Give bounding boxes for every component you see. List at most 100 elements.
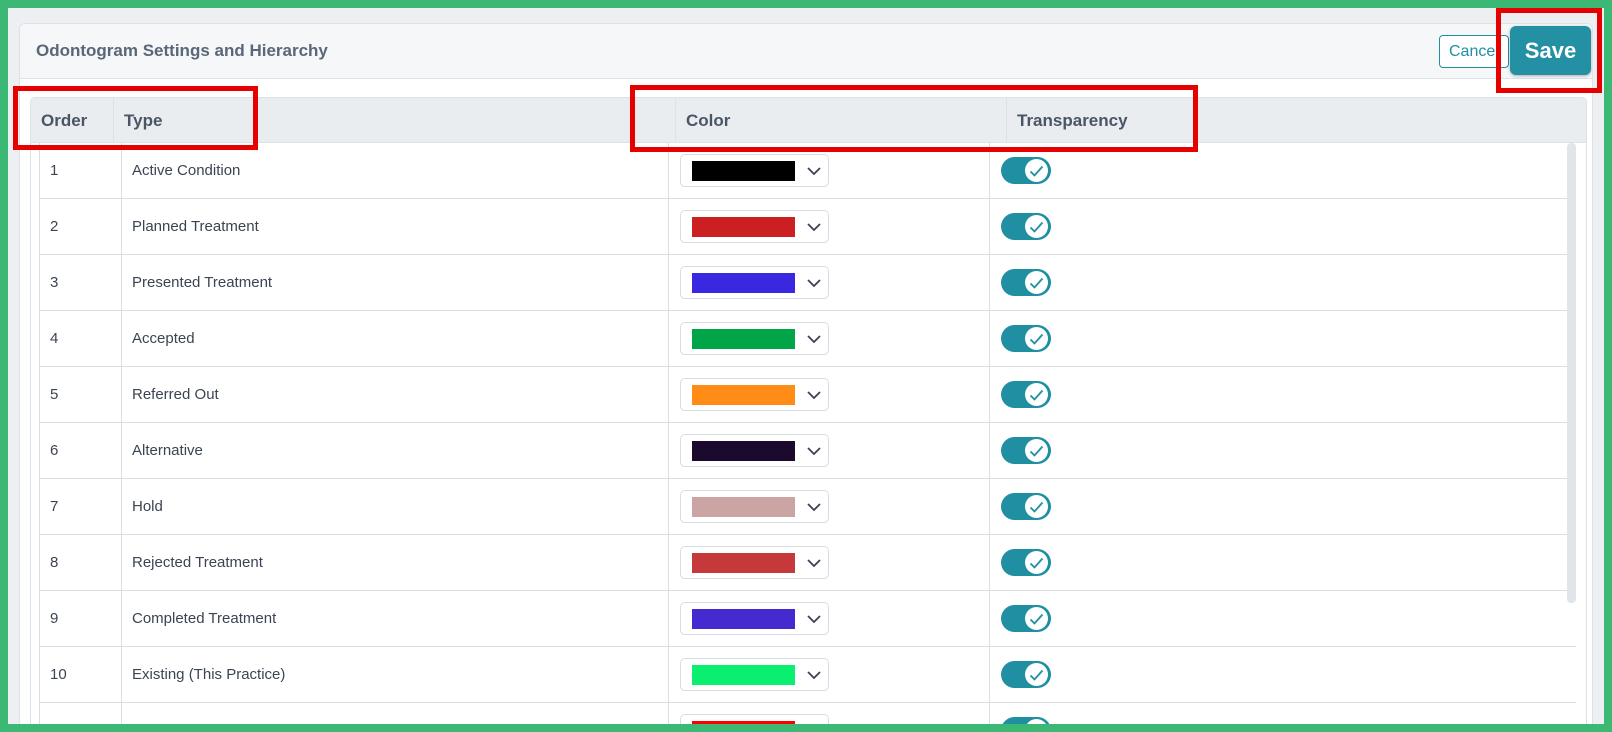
card-header: Odontogram Settings and Hierarchy Cancel… — [20, 24, 1592, 79]
color-select[interactable] — [680, 210, 829, 243]
color-select[interactable] — [680, 714, 829, 724]
color-cell — [669, 647, 990, 702]
transparency-toggle[interactable] — [1001, 437, 1051, 464]
table-row: 8 Rejected Treatment — [39, 535, 1576, 591]
column-header-order: Order — [31, 98, 114, 142]
table-row: 6 Alternative — [39, 423, 1576, 479]
transparency-cell — [990, 703, 1576, 724]
transparency-toggle[interactable] — [1001, 269, 1051, 296]
order-cell: 9 — [40, 591, 122, 646]
column-header-color: Color — [676, 98, 1007, 142]
type-cell: Alternative — [122, 423, 669, 478]
order-cell: 2 — [40, 199, 122, 254]
toggle-knob — [1025, 383, 1048, 406]
table-row: 9 Completed Treatment — [39, 591, 1576, 647]
toggle-knob — [1025, 439, 1048, 462]
chevron-down-icon — [807, 614, 821, 623]
transparency-toggle[interactable] — [1001, 157, 1051, 184]
column-header-type: Type — [114, 98, 676, 142]
transparency-toggle[interactable] — [1001, 381, 1051, 408]
color-select[interactable] — [680, 266, 829, 299]
color-cell — [669, 143, 990, 198]
cancel-button[interactable]: Cancel — [1439, 35, 1509, 68]
transparency-cell — [990, 143, 1576, 198]
type-cell: Rejected Treatment — [122, 535, 669, 590]
order-cell: 1 — [40, 143, 122, 198]
color-select[interactable] — [680, 602, 829, 635]
table-body: 1 Active Condition 2 Planned Treatment 3… — [39, 143, 1576, 724]
transparency-toggle[interactable] — [1001, 213, 1051, 240]
toggle-knob — [1025, 551, 1048, 574]
order-cell: 7 — [40, 479, 122, 534]
settings-card: Odontogram Settings and Hierarchy Cancel… — [19, 23, 1593, 724]
type-cell: Accepted — [122, 311, 669, 366]
type-cell: Active Condition — [122, 143, 669, 198]
order-cell: 10 — [40, 647, 122, 702]
scrollbar[interactable] — [1567, 143, 1576, 603]
color-cell — [669, 479, 990, 534]
color-cell — [669, 591, 990, 646]
color-select[interactable] — [680, 434, 829, 467]
check-icon — [1029, 501, 1044, 513]
color-select[interactable] — [680, 546, 829, 579]
color-select[interactable] — [680, 154, 829, 187]
order-cell: 5 — [40, 367, 122, 422]
column-header-transparency: Transparency — [1017, 111, 1128, 130]
check-icon — [1029, 165, 1044, 177]
transparency-cell — [990, 591, 1576, 646]
chevron-down-icon — [807, 446, 821, 455]
chevron-down-icon — [807, 558, 821, 567]
order-cell: 8 — [40, 535, 122, 590]
table-row: 10 Existing (This Practice) — [39, 647, 1576, 703]
order-cell: 11 — [40, 703, 122, 724]
transparency-cell — [990, 423, 1576, 478]
color-swatch — [692, 496, 795, 517]
color-select[interactable] — [680, 658, 829, 691]
type-cell: Hold — [122, 479, 669, 534]
transparency-toggle[interactable] — [1001, 605, 1051, 632]
color-select[interactable] — [680, 378, 829, 411]
color-swatch — [692, 608, 795, 629]
color-cell — [669, 199, 990, 254]
table-row: 2 Planned Treatment — [39, 199, 1576, 255]
check-icon — [1029, 389, 1044, 401]
transparency-cell — [990, 255, 1576, 310]
transparency-toggle[interactable] — [1001, 717, 1051, 724]
color-cell — [669, 255, 990, 310]
type-cell: Presented Treatment — [122, 255, 669, 310]
page: Odontogram Settings and Hierarchy Cancel… — [8, 8, 1604, 724]
save-button[interactable]: Save — [1510, 26, 1591, 75]
table-row: 4 Accepted — [39, 311, 1576, 367]
table-header: Order Type Color Transparency — [31, 98, 1586, 143]
toggle-knob — [1025, 663, 1048, 686]
transparency-toggle[interactable] — [1001, 549, 1051, 576]
color-select[interactable] — [680, 490, 829, 523]
order-cell: 3 — [40, 255, 122, 310]
toggle-knob — [1025, 719, 1048, 724]
toggle-knob — [1025, 271, 1048, 294]
chevron-down-icon — [807, 390, 821, 399]
chevron-down-icon — [807, 502, 821, 511]
color-cell — [669, 703, 990, 724]
transparency-toggle[interactable] — [1001, 661, 1051, 688]
color-select[interactable] — [680, 322, 829, 355]
check-icon — [1029, 557, 1044, 569]
color-swatch — [692, 160, 795, 181]
type-cell: Existing (This Practice) — [122, 647, 669, 702]
transparency-cell — [990, 647, 1576, 702]
chevron-down-icon — [807, 334, 821, 343]
table-row: 11 Existing (Other Provider) — [39, 703, 1576, 724]
table-row: 7 Hold — [39, 479, 1576, 535]
type-cell: Completed Treatment — [122, 591, 669, 646]
transparency-toggle[interactable] — [1001, 493, 1051, 520]
toggle-knob — [1025, 495, 1048, 518]
toggle-knob — [1025, 327, 1048, 350]
check-icon — [1029, 669, 1044, 681]
chevron-down-icon — [807, 278, 821, 287]
transparency-toggle[interactable] — [1001, 325, 1051, 352]
type-cell: Planned Treatment — [122, 199, 669, 254]
toggle-knob — [1025, 215, 1048, 238]
color-cell — [669, 311, 990, 366]
chevron-down-icon — [807, 222, 821, 231]
chevron-down-icon — [807, 166, 821, 175]
